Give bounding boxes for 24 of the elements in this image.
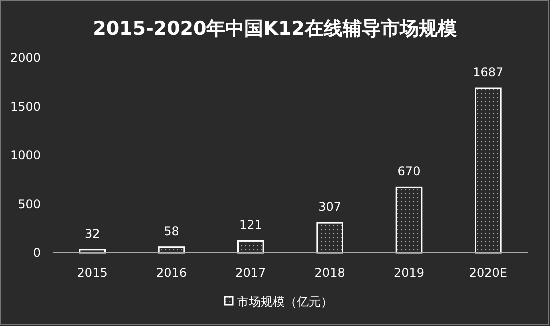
data-label: 1687 [473, 66, 504, 80]
x-tick-label: 2017 [236, 266, 266, 280]
bar [475, 88, 502, 254]
chart-title: 2015-2020年中国K12在线辅导市场规模 [93, 18, 457, 40]
x-tick-label: 2015 [77, 266, 108, 280]
bar [396, 186, 423, 254]
y-tick-label: 1500 [10, 100, 41, 114]
y-tick-label: 1000 [10, 148, 41, 162]
x-tick-label: 2019 [394, 266, 425, 280]
bar [316, 222, 344, 254]
x-tick-label: 2016 [156, 266, 188, 280]
y-tick-label: 500 [18, 197, 41, 212]
data-label: 58 [164, 224, 180, 238]
x-tick-label: 2020E [469, 266, 508, 280]
bar [238, 240, 264, 254]
y-tick-label: 2000 [10, 51, 41, 65]
x-tick-label: 2018 [314, 266, 346, 280]
data-label: 307 [318, 200, 342, 214]
data-label: 670 [398, 164, 421, 179]
data-label: 121 [239, 218, 262, 232]
legend-label: 市场规模（亿元） [237, 295, 333, 309]
bar [158, 246, 186, 254]
data-label: 32 [84, 226, 100, 241]
y-tick-label: 0 [33, 246, 41, 260]
